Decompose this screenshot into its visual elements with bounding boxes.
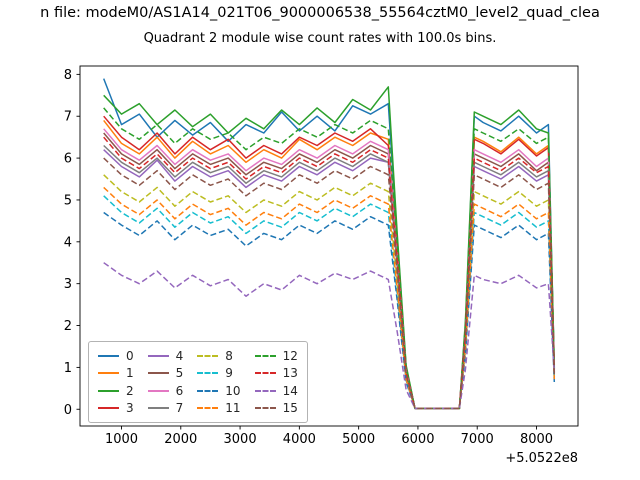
legend-item: 10 <box>197 382 241 400</box>
legend-item: 5 <box>147 365 184 383</box>
legend-line-sample <box>254 372 276 375</box>
svg-text:3: 3 <box>64 277 72 292</box>
svg-text:8000: 8000 <box>520 432 553 447</box>
svg-text:7000: 7000 <box>461 432 494 447</box>
svg-text:3000: 3000 <box>224 432 257 447</box>
legend-item: 8 <box>197 347 240 365</box>
legend-line-sample <box>147 389 169 392</box>
legend-label: 2 <box>126 383 134 398</box>
legend-line-sample <box>147 407 169 410</box>
svg-text:7: 7 <box>64 110 72 125</box>
legend-line-sample <box>98 372 119 375</box>
legend-item: 11 <box>197 400 241 418</box>
legend-item: 15 <box>254 400 298 418</box>
svg-text:8: 8 <box>64 68 72 83</box>
legend-item: 0 <box>98 347 134 365</box>
legend-line-sample <box>254 354 276 357</box>
legend-label: 0 <box>126 348 134 363</box>
legend-label: 6 <box>175 383 184 398</box>
chart-title: Quadrant 2 module wise count rates with … <box>143 31 497 46</box>
legend-line-sample <box>197 389 219 392</box>
legend-label: 10 <box>225 383 241 398</box>
figure-title-line1: n file: modeM0/AS1A14_021T06_9000006538_… <box>40 5 600 21</box>
legend-item: 13 <box>254 365 298 383</box>
legend-item: 14 <box>254 382 298 400</box>
legend-label: 5 <box>175 366 184 381</box>
legend-line-sample <box>147 372 169 375</box>
legend-line-sample <box>98 389 119 392</box>
svg-text:4000: 4000 <box>283 432 316 447</box>
svg-text:1000: 1000 <box>105 432 138 447</box>
svg-text:6: 6 <box>64 152 72 167</box>
svg-text:2: 2 <box>64 319 72 334</box>
legend-item: 2 <box>98 382 134 400</box>
legend-label: 7 <box>175 401 184 416</box>
legend-label: 14 <box>282 383 298 398</box>
legend-label: 8 <box>225 348 233 363</box>
legend-label: 11 <box>225 401 241 416</box>
legend-line-sample <box>254 407 276 410</box>
legend-line-sample <box>197 372 219 375</box>
legend-line-sample <box>147 354 169 357</box>
svg-text:1: 1 <box>64 361 72 376</box>
legend-item: 9 <box>197 365 240 383</box>
legend-label: 15 <box>282 401 298 416</box>
legend-line-sample <box>254 389 276 392</box>
legend-label: 12 <box>282 348 298 363</box>
legend-label: 13 <box>282 366 298 381</box>
legend-line-sample <box>197 407 219 410</box>
svg-text:5: 5 <box>64 193 72 208</box>
legend-label: 4 <box>175 348 184 363</box>
legend: 0 1 2 3 4 5 6 7 8 9 10 11 12 13 14 15 <box>88 341 308 423</box>
legend-item: 12 <box>254 347 298 365</box>
legend-label: 3 <box>126 401 134 416</box>
svg-text:4: 4 <box>64 235 72 250</box>
svg-text:2000: 2000 <box>164 432 197 447</box>
legend-item: 3 <box>98 400 134 418</box>
legend-item: 6 <box>147 382 184 400</box>
legend-label: 9 <box>225 366 233 381</box>
legend-item: 4 <box>147 347 184 365</box>
svg-text:5000: 5000 <box>342 432 375 447</box>
legend-label: 1 <box>126 366 134 381</box>
legend-item: 1 <box>98 365 134 383</box>
svg-text:+5.0522e8: +5.0522e8 <box>505 451 578 466</box>
svg-text:0: 0 <box>64 403 72 418</box>
legend-line-sample <box>98 354 119 357</box>
legend-line-sample <box>197 354 219 357</box>
legend-item: 7 <box>147 400 184 418</box>
svg-text:6000: 6000 <box>401 432 434 447</box>
legend-line-sample <box>98 407 119 410</box>
